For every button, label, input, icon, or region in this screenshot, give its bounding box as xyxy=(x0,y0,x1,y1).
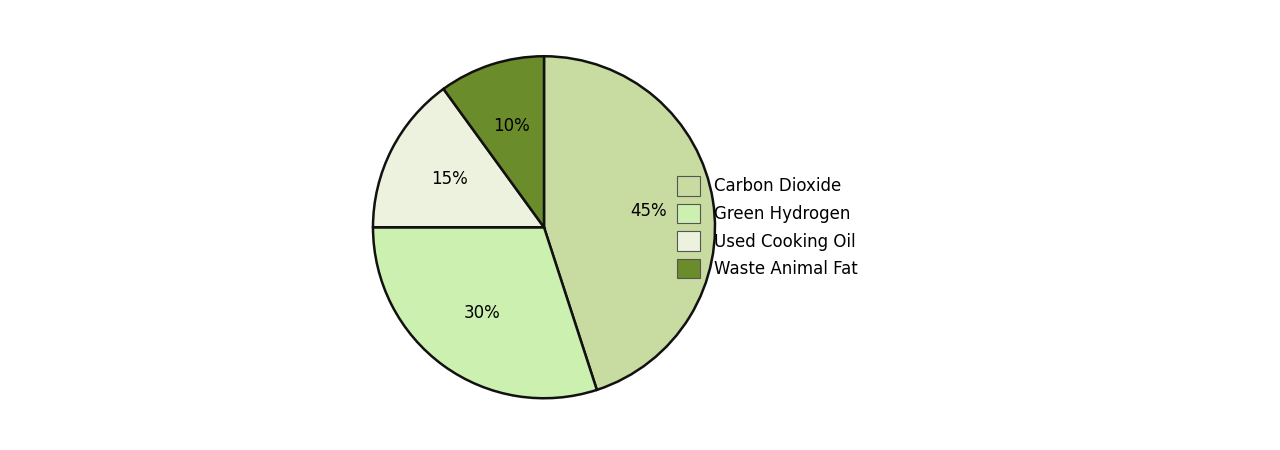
Text: 15%: 15% xyxy=(431,170,468,188)
Wedge shape xyxy=(372,89,544,227)
Text: 45%: 45% xyxy=(631,202,667,220)
Text: 10%: 10% xyxy=(493,117,530,135)
Title: SAF Production from Different Feed Sources: SAF Production from Different Feed Sourc… xyxy=(274,0,762,1)
Wedge shape xyxy=(372,227,596,398)
Legend: Carbon Dioxide, Green Hydrogen, Used Cooking Oil, Waste Animal Fat: Carbon Dioxide, Green Hydrogen, Used Coo… xyxy=(672,171,863,283)
Text: 30%: 30% xyxy=(463,304,500,322)
Wedge shape xyxy=(443,56,544,227)
Wedge shape xyxy=(544,56,716,390)
